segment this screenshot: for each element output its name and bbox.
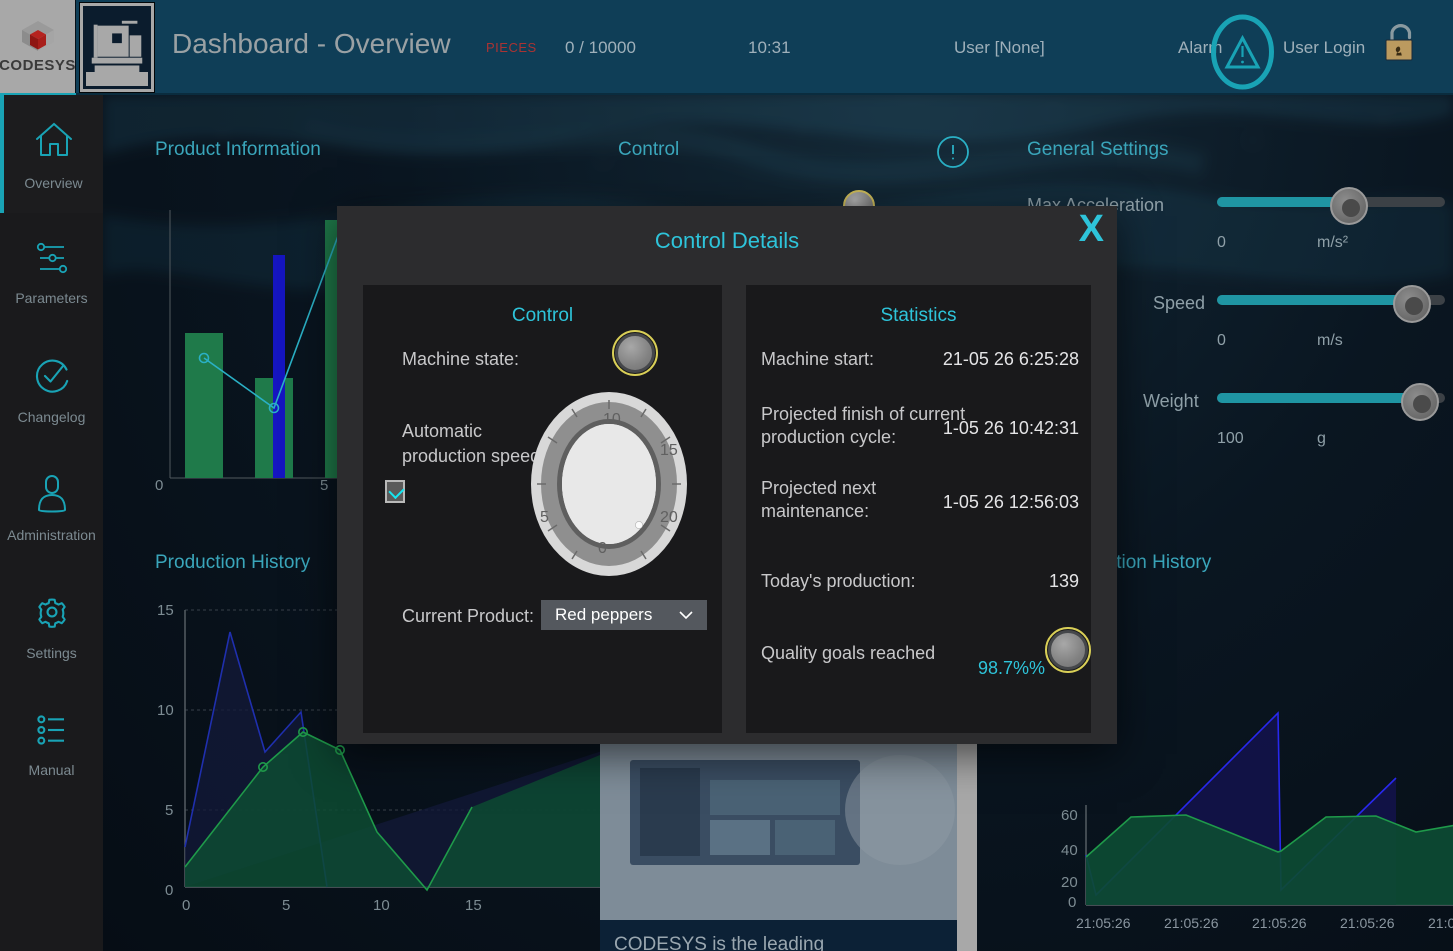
svg-text:10:31:16: 10:31:16: [1076, 932, 1131, 935]
svg-text:40: 40: [1061, 842, 1078, 859]
svg-text:5: 5: [540, 509, 549, 526]
svg-text:10:31:20: 10:31:20: [1252, 932, 1307, 935]
svg-text:0: 0: [165, 882, 173, 899]
svg-text:21:05:26: 21:05:26: [1252, 915, 1307, 931]
svg-text:0: 0: [598, 540, 607, 557]
svg-text:5: 5: [320, 477, 328, 494]
svg-text:5: 5: [165, 802, 173, 819]
svg-text:0: 0: [182, 897, 190, 914]
svg-text:60: 60: [1061, 807, 1078, 824]
svg-text:15: 15: [465, 897, 482, 914]
svg-text:21:05:26: 21:05:26: [1164, 915, 1219, 931]
svg-text:10: 10: [157, 702, 174, 719]
svg-text:0: 0: [1068, 894, 1076, 911]
svg-text:10: 10: [373, 897, 390, 914]
svg-text:21:05:26: 21:05:26: [1076, 915, 1131, 931]
svg-text:21:05:26: 21:05:26: [1340, 915, 1395, 931]
svg-text:20: 20: [660, 509, 678, 526]
svg-text:20: 20: [1061, 874, 1078, 891]
svg-text:10:31:24: 10:31:24: [1428, 932, 1453, 935]
svg-text:15: 15: [157, 602, 174, 619]
svg-text:10:31:18: 10:31:18: [1164, 932, 1219, 935]
svg-text:5: 5: [282, 897, 290, 914]
svg-text:21:05:26: 21:05:26: [1428, 915, 1453, 931]
svg-text:0: 0: [155, 477, 163, 494]
svg-text:10: 10: [603, 411, 621, 428]
svg-text:15: 15: [660, 442, 678, 459]
svg-text:10:31:22: 10:31:22: [1340, 932, 1395, 935]
